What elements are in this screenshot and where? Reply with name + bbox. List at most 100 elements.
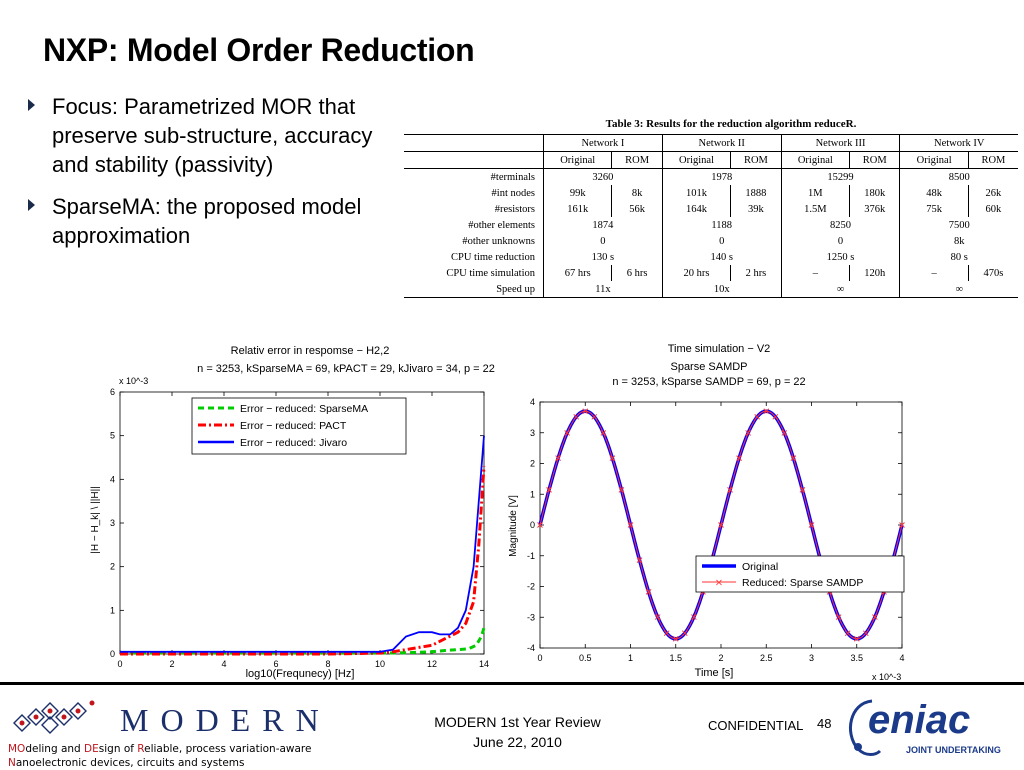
y-tick-label: 0 [110, 649, 115, 659]
y-tick-label: 2 [530, 459, 535, 469]
table-cell: 470s [967, 265, 1018, 281]
marker-x-icon [844, 630, 851, 637]
tagline-initial: N [8, 757, 16, 769]
tagline-text: deling and [25, 743, 85, 755]
table-cell: 0 [543, 233, 663, 249]
marker-x-icon [871, 614, 878, 620]
marker-x-icon [718, 522, 724, 528]
marker-x-icon [600, 430, 607, 436]
table-cell: 1250 s [780, 249, 900, 265]
x-tick-label: 2 [169, 659, 174, 669]
marker-x-icon [546, 486, 552, 493]
marker-x-icon [690, 614, 697, 620]
tagline-initial: MO [8, 743, 26, 755]
subheader-rom: ROM [611, 151, 663, 169]
table-cell: 6 hrs [611, 265, 663, 281]
modern-tagline: MOdeling and DEsign of Reliable, process… [8, 742, 311, 770]
eniac-subtitle: JOINT UNDERTAKING [906, 745, 1001, 755]
exponent-label: x 10^-3 [872, 672, 901, 682]
x-axis-label: log10(Frequnecy) [Hz] [246, 668, 355, 680]
x-tick-label: 6 [273, 659, 278, 669]
network-header: Network IV [899, 134, 1018, 152]
table-cell: 1.5M [780, 201, 850, 217]
x-tick-label: 2 [718, 653, 723, 663]
network-header: Network I [543, 134, 663, 152]
table-cell: 10x [661, 281, 782, 298]
table-cell: 164k [661, 201, 731, 217]
eniac-wordmark: eniac [868, 698, 970, 742]
table-cell: 7500 [899, 217, 1018, 233]
y-tick-label: -2 [527, 582, 535, 592]
y-tick-label: 4 [110, 474, 115, 484]
triangle-bullet-icon [28, 99, 35, 111]
tagline-initial: R [137, 743, 145, 755]
table-cell: 99k [542, 185, 612, 201]
y-axis-label: |H − H_k| \ ||H|| [90, 486, 101, 554]
subheader-rom: ROM [967, 151, 1018, 169]
marker-x-icon [681, 630, 688, 637]
y-axis-label: Magnitude [V] [508, 495, 519, 557]
legend-entry: Error − reduced: PACT [240, 420, 347, 432]
chart-title: Time simulation − V2 [668, 343, 771, 355]
x-tick-label: 4 [899, 653, 904, 663]
table-cell: 48k [899, 185, 969, 201]
review-date: June 22, 2010 [473, 734, 562, 750]
subheader-original: Original [661, 151, 731, 169]
chart-subtitle: Sparse SAMDP [670, 361, 747, 373]
table-cell: 11x [543, 281, 663, 298]
modern-logo [10, 693, 110, 744]
subheader-rom: ROM [730, 151, 782, 169]
table-cell: 140 s [661, 249, 782, 265]
bullet-item: SparseMA: the proposed model approximati… [28, 192, 408, 250]
triangle-bullet-icon [28, 199, 35, 211]
row-label: #int nodes [491, 187, 535, 199]
y-tick-label: 3 [110, 518, 115, 528]
marker-x-icon [627, 522, 634, 528]
table-row: #other unknowns 0 0 0 8k [404, 233, 1018, 249]
row-label: CPU time reduction [451, 251, 535, 263]
tagline-line-2: Nanoelectronic devices, circuits and sys… [8, 756, 311, 770]
marker-x-icon [745, 430, 752, 436]
row-label: CPU time simulation [446, 267, 535, 279]
tagline-line-1: MOdeling and DEsign of Reliable, process… [8, 742, 311, 756]
error-chart: Relativ error in respomse − H2,2 n = 325… [84, 340, 504, 682]
marker-x-icon [899, 522, 905, 528]
subheader-rom: ROM [849, 151, 900, 169]
y-tick-label: 1 [110, 605, 115, 615]
subheader-original: Original [899, 151, 969, 169]
marker-x-icon [808, 522, 815, 528]
legend-entry: Reduced: Sparse SAMDP [742, 577, 863, 589]
y-tick-label: 3 [530, 428, 535, 438]
table-cell: 60k [967, 201, 1018, 217]
marker-x-icon [636, 557, 643, 564]
x-tick-label: 3 [809, 653, 814, 663]
table-cell: 56k [611, 201, 663, 217]
marker-x-icon [609, 455, 616, 461]
tagline-text: eliable, process variation-aware [144, 743, 312, 755]
marker-x-icon [763, 408, 770, 415]
row-label: Speed up [404, 281, 544, 298]
subheader-original: Original [542, 151, 612, 169]
x-tick-label: 3.5 [850, 653, 863, 663]
tagline-text: sign of [98, 743, 138, 755]
row-label: #other elements [468, 219, 535, 231]
y-tick-label: 4 [530, 397, 535, 407]
table-cell: 39k [730, 201, 782, 217]
y-tick-label: -1 [527, 551, 535, 561]
table-cell: 1874 [543, 217, 663, 233]
modern-lattice-logo-icon [13, 700, 95, 734]
network-header: Network II [661, 134, 782, 152]
footer-divider [0, 682, 1024, 685]
row-label: #resistors [494, 203, 535, 215]
table-cell: 80 s [899, 249, 1018, 265]
x-tick-label: 4 [221, 659, 226, 669]
network-header: Network III [780, 134, 900, 152]
table-cell: 161k [542, 201, 612, 217]
table-cell: 0 [780, 233, 900, 249]
marker-x-icon [555, 455, 561, 461]
table-cell: – [780, 265, 850, 281]
legend-entry: Error − reduced: SparseMA [240, 403, 368, 415]
marker-x-icon [754, 413, 761, 420]
eniac-logo-svg: eniac JOINT UNDERTAKING [849, 698, 1001, 756]
chart-subtitle-2: n = 3253, kSparse SAMDP = 69, p = 22 [612, 376, 805, 388]
